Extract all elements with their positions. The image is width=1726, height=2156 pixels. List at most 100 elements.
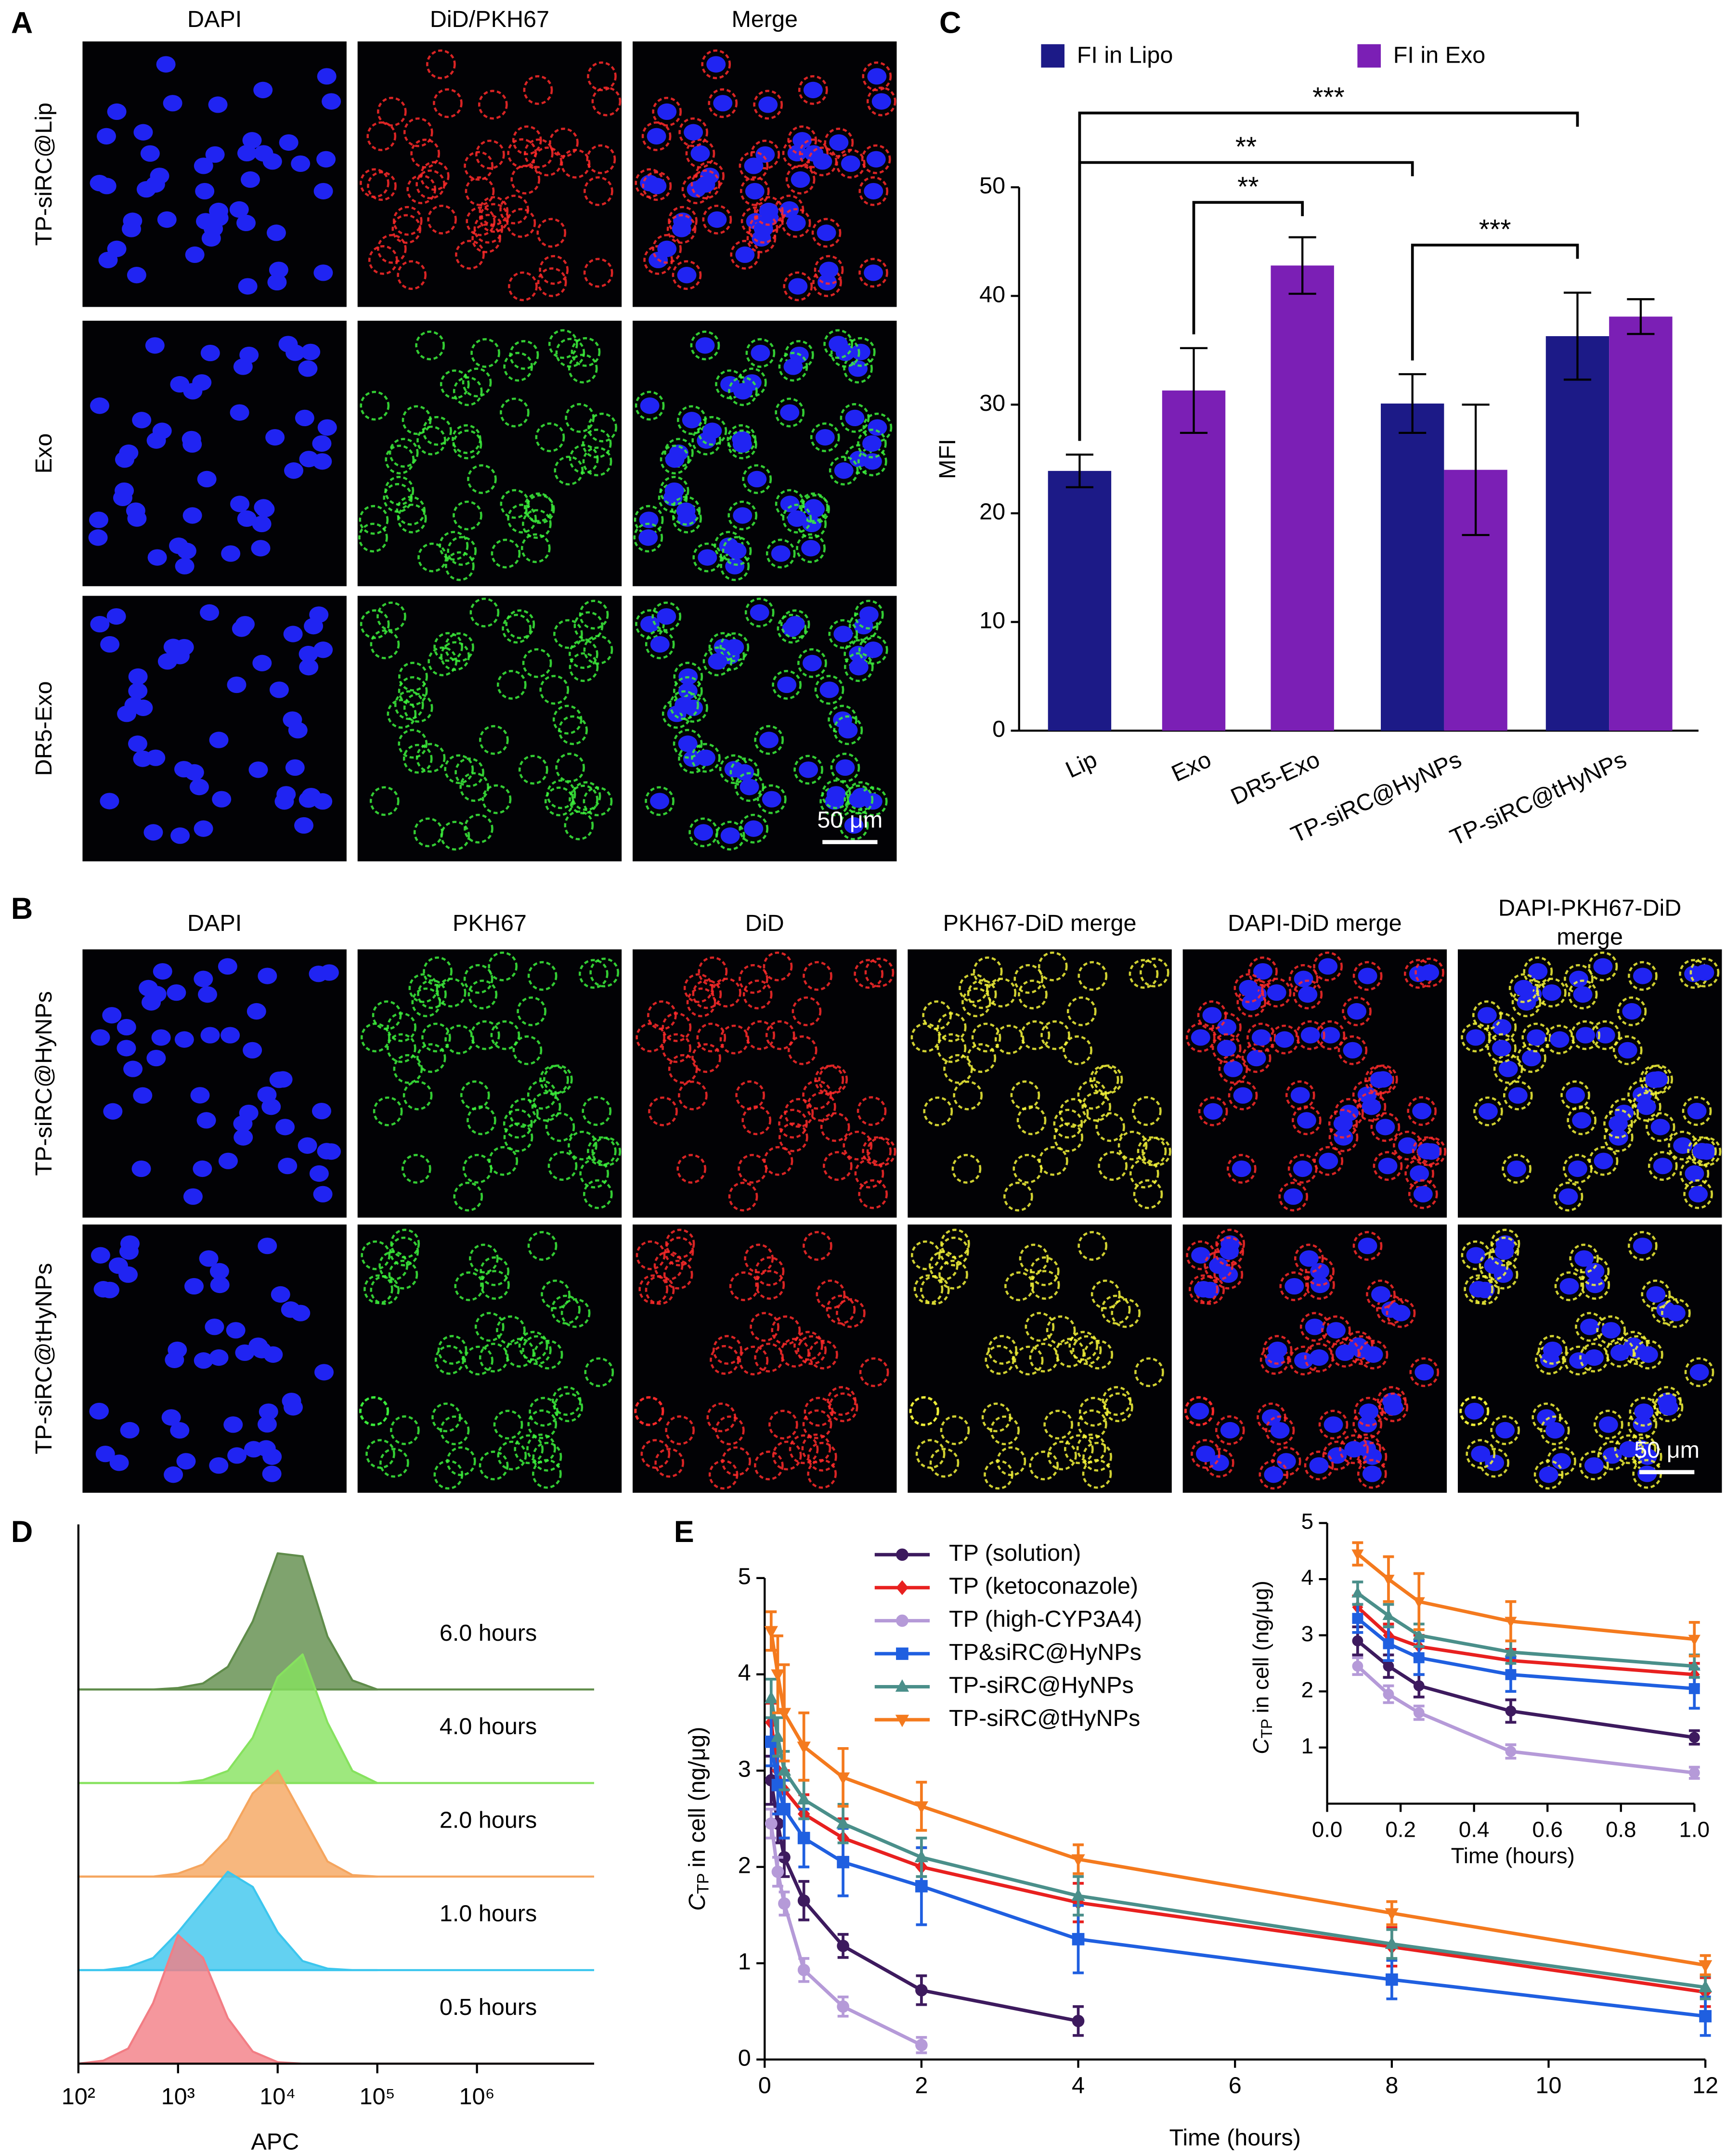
bar <box>1609 316 1673 731</box>
nucleus <box>93 1281 113 1298</box>
cell-stain <box>1466 1439 1496 1469</box>
nucleus <box>787 144 807 162</box>
nucleus <box>732 436 752 453</box>
nucleus <box>271 1286 290 1303</box>
cell-stain <box>676 1154 707 1184</box>
nucleus <box>1573 986 1593 1003</box>
cell-stain <box>1270 1024 1299 1055</box>
nucleus <box>780 496 800 512</box>
nucleus <box>1622 1003 1642 1020</box>
nucleus <box>279 134 298 151</box>
cell-stain <box>1614 1434 1644 1464</box>
nucleus <box>1646 1286 1666 1303</box>
cell-stain <box>1521 1022 1552 1053</box>
nucleus <box>1542 984 1561 1001</box>
legend-label: TP-siRC@tHyNPs <box>949 1705 1140 1731</box>
nucleus <box>1358 967 1377 984</box>
nucleus <box>851 343 870 361</box>
cell-stain <box>587 1136 617 1166</box>
nucleus <box>1362 1465 1382 1482</box>
cell-stain <box>470 1020 500 1050</box>
cell-stain <box>406 174 437 205</box>
cell-stain <box>642 171 672 201</box>
cell-stain <box>453 1181 483 1212</box>
cell-stain <box>1641 1280 1671 1309</box>
cell-stain <box>503 352 533 382</box>
cell-stain <box>1066 996 1097 1026</box>
nucleus <box>128 682 148 700</box>
cell-stain <box>1304 1450 1334 1480</box>
cell-stain <box>701 49 731 79</box>
nucleus <box>1267 984 1286 1001</box>
nucleus <box>1598 1416 1618 1433</box>
nucleus <box>120 1422 140 1439</box>
panel-label: E <box>674 1515 694 1549</box>
cell-stain <box>555 338 585 368</box>
nucleus <box>107 103 127 120</box>
cell-stain <box>1370 1112 1401 1142</box>
cell-stain <box>1629 1397 1659 1427</box>
cell-stain <box>638 1274 669 1305</box>
marker <box>797 1741 811 1754</box>
cell-stain <box>500 397 530 428</box>
marker <box>914 1850 929 1863</box>
cell-stain <box>1373 1151 1403 1181</box>
cell-stain <box>1093 1064 1123 1095</box>
cell-stain <box>971 1022 1001 1053</box>
cell-stain <box>1356 1092 1387 1122</box>
cell-stain <box>589 957 620 988</box>
nucleus <box>262 153 282 170</box>
cell-stain <box>479 1450 509 1480</box>
nucleus <box>664 482 684 499</box>
nucleus <box>291 1305 311 1321</box>
cell-stain <box>370 629 400 659</box>
marker <box>797 1894 810 1907</box>
nucleus <box>174 1031 194 1048</box>
cell-stain <box>359 505 389 535</box>
nucleus <box>1413 1186 1433 1202</box>
y-tick-label: 5 <box>1301 1509 1313 1534</box>
series-label: 6.0 hours <box>440 1620 537 1646</box>
cell-stain <box>505 609 535 640</box>
scale-bar-label: 50 μm <box>817 807 882 833</box>
nucleus <box>209 1263 229 1280</box>
cell-stain <box>692 979 722 1009</box>
cell-stain <box>1089 1065 1119 1095</box>
marker <box>1383 1638 1394 1649</box>
nucleus <box>291 155 311 172</box>
nucleus <box>242 132 262 149</box>
nucleus <box>230 404 249 421</box>
cell-stain <box>553 1392 584 1423</box>
cell-stain <box>444 754 474 784</box>
micrograph <box>82 41 347 307</box>
cell-stain <box>987 1335 1018 1365</box>
series-line <box>1356 1592 1695 1668</box>
cell-stain <box>359 1396 389 1426</box>
cell-stain <box>440 821 470 851</box>
cell-stain <box>822 1151 853 1181</box>
nucleus <box>1687 1102 1707 1120</box>
nucleus <box>1415 1364 1434 1381</box>
cell-stain <box>1259 1460 1289 1490</box>
nucleus <box>1410 1165 1429 1182</box>
cell-stain <box>587 412 617 443</box>
x-tick-label: 0 <box>758 2073 771 2099</box>
nucleus <box>1358 1237 1377 1254</box>
cell-stain <box>475 140 505 170</box>
nucleus <box>706 56 726 73</box>
cell-stain <box>910 1022 941 1053</box>
nucleus <box>1498 1060 1518 1077</box>
nucleus <box>1327 1447 1347 1464</box>
cell-stain <box>473 214 504 244</box>
cell-stain <box>1081 1092 1112 1122</box>
cell-stain <box>579 600 609 630</box>
nucleus <box>170 1422 190 1439</box>
cell-stain <box>536 218 567 248</box>
cell-stain <box>727 500 758 531</box>
cell-stain <box>402 1080 433 1111</box>
nucleus <box>269 681 289 698</box>
nucleus <box>163 95 182 112</box>
x-axis-label: Time (hours) <box>1451 1843 1575 1868</box>
cell-stain <box>636 1022 665 1053</box>
nucleus <box>317 68 337 85</box>
